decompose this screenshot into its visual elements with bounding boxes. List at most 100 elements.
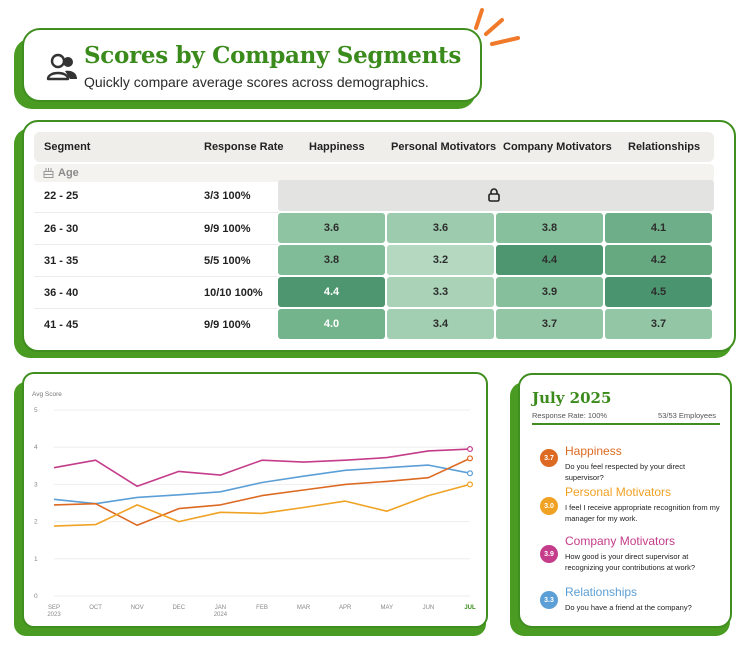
score-cell: 4.5: [605, 277, 712, 307]
x-tick-label: NOV: [131, 605, 144, 611]
score-cell: 4.1: [605, 213, 712, 243]
segment-label: 26 - 30: [44, 223, 79, 235]
table-row[interactable]: 36 - 40 10/10 100%: [34, 277, 714, 308]
series-end-point: [467, 446, 474, 453]
y-tick-label: 4: [34, 444, 38, 451]
segment-label: 36 - 40: [44, 287, 79, 299]
y-tick-label: 1: [34, 556, 38, 563]
metric-question: Do you have a friend at the company?: [565, 603, 692, 612]
y-tick-label: 5: [34, 407, 38, 414]
response-rate: 5/5 100%: [204, 255, 251, 267]
summary-card: July 2025 Response Rate: 100% 53/53 Empl…: [518, 373, 732, 628]
score-cell: 3.8: [496, 213, 603, 243]
header-card: Scores by Company Segments Quickly compa…: [22, 28, 482, 102]
x-tick-label: JAN: [215, 605, 226, 611]
decorative-rays: [474, 8, 520, 46]
series-line: [53, 457, 471, 527]
y-tick-label: 2: [34, 519, 38, 526]
row-divider: [34, 308, 278, 309]
score-cell: 3.7: [605, 309, 712, 339]
series-end-point: [467, 470, 474, 477]
metric-question: I feel I receive appropriate recognition…: [565, 503, 720, 523]
x-tick-label: JUL: [464, 605, 476, 611]
x-tick-year-label: 2023: [47, 612, 61, 618]
segment-label: 31 - 35: [44, 255, 79, 267]
table-header: Segment Response Rate Happiness Personal…: [34, 132, 714, 162]
table-row[interactable]: 31 - 35 5/5 100%: [34, 245, 714, 276]
col-header-company-motivators[interactable]: Company Motivators: [503, 141, 612, 153]
series-line: [53, 483, 471, 527]
series-line: [53, 464, 471, 505]
summary-response-rate: Response Rate: 100%: [532, 411, 608, 420]
score-badge: 3.3: [540, 591, 558, 609]
users-icon: [46, 53, 77, 81]
metric-question: Do you feel respected by your direct sup…: [565, 462, 686, 482]
lock-icon: [488, 188, 500, 202]
x-tick-label: FEB: [256, 605, 268, 611]
response-rate: 3/3 100%: [204, 190, 251, 202]
series-end-point: [467, 455, 474, 462]
col-header-happiness[interactable]: Happiness: [309, 141, 365, 153]
locked-scores: [278, 180, 714, 211]
segment-label: 22 - 25: [44, 190, 79, 202]
score-badge: 3.7: [540, 449, 558, 467]
score-cell: 3.2: [387, 245, 494, 275]
summary-divider: [532, 423, 720, 425]
score-cell: 3.7: [496, 309, 603, 339]
metric-name: Company Motivators: [565, 534, 676, 548]
col-header-personal-motivators[interactable]: Personal Motivators: [391, 141, 497, 153]
row-divider: [34, 244, 278, 245]
x-tick-label: DEC: [172, 605, 185, 611]
summary-employees: 53/53 Employees: [658, 411, 716, 420]
score-cell: 3.4: [387, 309, 494, 339]
score-cell: 3.3: [387, 277, 494, 307]
metric-name: Personal Motivators: [565, 485, 672, 499]
x-tick-label: OCT: [89, 605, 102, 611]
table-row[interactable]: 22 - 25 3/3 100%: [34, 180, 714, 211]
table-row[interactable]: 41 - 45 9/9 100%: [34, 309, 714, 340]
response-rate: 10/10 100%: [204, 287, 263, 299]
response-rate: 9/9 100%: [204, 223, 251, 235]
score-cell: 3.9: [496, 277, 603, 307]
score-badge: 3.0: [540, 497, 558, 515]
x-tick-label: JUN: [423, 605, 435, 611]
series-line: [53, 448, 471, 488]
x-tick-year-label: 2024: [214, 612, 228, 618]
score-cell: 4.4: [278, 277, 385, 307]
x-tick-label: MAR: [297, 605, 311, 611]
response-rate: 9/9 100%: [204, 319, 251, 331]
col-header-response-rate[interactable]: Response Rate: [204, 141, 284, 153]
segment-label: 41 - 45: [44, 319, 79, 331]
group-label: Age: [58, 167, 79, 179]
page-subtitle: Quickly compare average scores across de…: [84, 74, 429, 90]
x-tick-label: SEP: [48, 605, 60, 611]
score-cell: 4.4: [496, 245, 603, 275]
page-title: Scores by Company Segments: [84, 42, 461, 69]
segments-table: Segment Response Rate Happiness Personal…: [22, 120, 736, 352]
row-divider: [34, 276, 278, 277]
score-cell: 3.8: [278, 245, 385, 275]
metric-question: How good is your direct supervisor at re…: [565, 552, 696, 572]
score-cell: 4.2: [605, 245, 712, 275]
group-row-age[interactable]: Age: [34, 164, 714, 182]
series-end-point: [467, 481, 474, 488]
x-tick-label: APR: [339, 605, 352, 611]
x-tick-label: MAY: [381, 605, 394, 611]
metric-name: Relationships: [565, 585, 638, 599]
score-cell: 3.6: [387, 213, 494, 243]
metric-name: Happiness: [565, 444, 622, 458]
score-badge: 3.9: [540, 545, 558, 563]
y-tick-label: 0: [34, 593, 38, 600]
row-divider: [34, 212, 278, 213]
cake-icon: [43, 168, 54, 178]
y-tick-label: 3: [34, 481, 38, 488]
summary-title: July 2025: [532, 389, 612, 407]
table-row[interactable]: 26 - 30 9/9 100%: [34, 213, 714, 244]
col-header-segment[interactable]: Segment: [44, 141, 91, 153]
col-header-relationships[interactable]: Relationships: [628, 141, 701, 153]
score-cell: 3.6: [278, 213, 385, 243]
trend-chart-card: Avg Score 0 1 2 3 4 5 SEP 2023 OCT NOV DEC JAN 2024 FE…: [22, 372, 488, 628]
score-cell: 4.0: [278, 309, 385, 339]
y-axis-label: Avg Score: [32, 391, 62, 398]
